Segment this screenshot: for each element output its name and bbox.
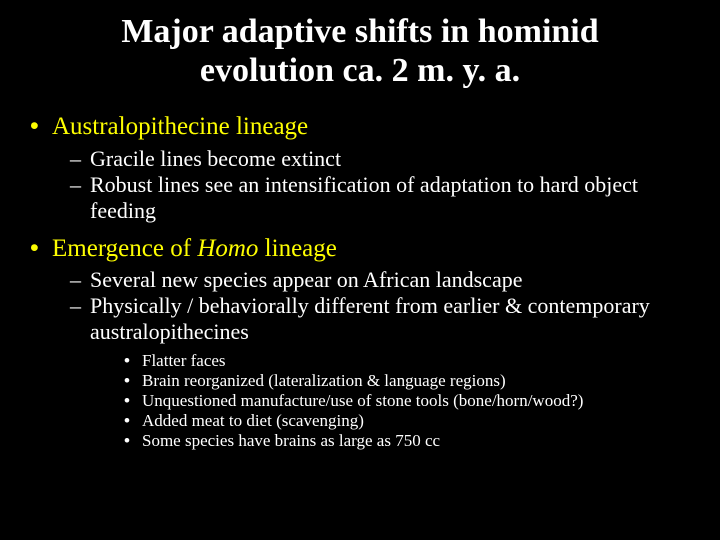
list-item: – Gracile lines become extinct: [70, 146, 700, 172]
list-item: • Some species have brains as large as 7…: [124, 431, 700, 451]
list-item: • Flatter faces: [124, 351, 700, 371]
level3-text: Added meat to diet (scavenging): [142, 411, 700, 431]
bullet-icon: •: [30, 234, 52, 263]
list-item: • Emergence of Homo lineage – Several ne…: [30, 234, 700, 452]
level2-text: Several new species appear on African la…: [90, 267, 700, 293]
level1-text: Emergence of Homo lineage: [52, 234, 700, 264]
level3-text: Flatter faces: [142, 351, 700, 371]
bullet-list-level2: – Several new species appear on African …: [70, 267, 700, 451]
list-item: • Australopithecine lineage – Gracile li…: [30, 112, 700, 223]
text-segment: Emergence of: [52, 235, 197, 262]
level2-text: Gracile lines become extinct: [90, 146, 700, 172]
list-item: • Unquestioned manufacture/use of stone …: [124, 391, 700, 411]
bullet-icon: •: [124, 351, 142, 371]
bullet-icon: •: [124, 431, 142, 451]
bullet-icon: •: [124, 411, 142, 431]
list-item: • Added meat to diet (scavenging): [124, 411, 700, 431]
text-segment: lineage: [258, 235, 336, 262]
dash-icon: –: [70, 293, 90, 319]
level3-text: Brain reorganized (lateralization & lang…: [142, 371, 700, 391]
list-item: – Physically / behaviorally different fr…: [70, 293, 700, 451]
bullet-icon: •: [124, 391, 142, 411]
bullet-list-level3: • Flatter faces • Brain reorganized (lat…: [124, 351, 700, 451]
level3-text: Some species have brains as large as 750…: [142, 431, 700, 451]
list-item: – Several new species appear on African …: [70, 267, 700, 293]
list-item: – Robust lines see an intensification of…: [70, 172, 700, 224]
bullet-list-level2: – Gracile lines become extinct – Robust …: [70, 146, 700, 224]
bullet-list-level1: • Australopithecine lineage – Gracile li…: [30, 112, 700, 451]
dash-icon: –: [70, 267, 90, 293]
level2-text: Robust lines see an intensification of a…: [90, 172, 700, 224]
dash-icon: –: [70, 146, 90, 172]
level3-text: Unquestioned manufacture/use of stone to…: [142, 391, 700, 411]
dash-icon: –: [70, 172, 90, 198]
list-item: • Brain reorganized (lateralization & la…: [124, 371, 700, 391]
level2-text: Physically / behaviorally different from…: [90, 293, 700, 345]
level1-text: Australopithecine lineage: [52, 112, 700, 142]
slide: Major adaptive shifts in hominid evoluti…: [0, 0, 720, 540]
italic-text: Homo: [197, 235, 258, 262]
bullet-icon: •: [124, 371, 142, 391]
bullet-icon: •: [30, 112, 52, 141]
slide-title: Major adaptive shifts in hominid evoluti…: [20, 12, 700, 90]
